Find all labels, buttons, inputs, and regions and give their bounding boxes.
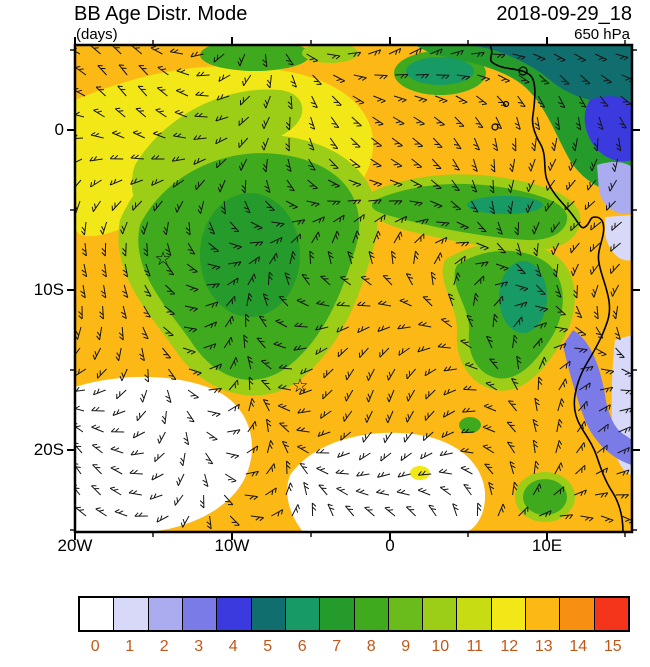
contour-teal-top-blob: [406, 57, 474, 85]
colorbar-tick-label: 6: [297, 638, 307, 655]
x-axis-label-0: 0: [385, 536, 395, 555]
colorbar-tick-label: 4: [228, 638, 238, 655]
colorbar-cell: [560, 598, 595, 630]
colorbar-cell: [148, 598, 183, 630]
contour-purple-e: [597, 161, 632, 214]
colorbar-tick-label: 5: [263, 638, 273, 655]
star-marker-1: ☆: [154, 249, 171, 270]
colorbar-cell: [285, 598, 321, 630]
colorbar-tick-label: 12: [500, 638, 519, 655]
wind-barbs: [75, 45, 632, 530]
colorbar-tick-label: 9: [401, 638, 411, 655]
contour-purple-coast-streak: [563, 330, 632, 465]
colorbar-cell: [80, 598, 115, 630]
y-axis-label-0: 0: [54, 120, 64, 139]
colorbar-tick-label: 8: [366, 638, 376, 655]
contour-green-se: [523, 479, 567, 515]
x-axis-label-20w: 20W: [57, 536, 93, 555]
x-axis-label-10e: 10E: [531, 536, 563, 555]
colorbar-cell: [320, 598, 355, 630]
colorbar-cell: [182, 598, 218, 630]
colorbar-cell: [354, 598, 389, 630]
colorbar-cell: [388, 598, 424, 630]
island-principe: [502, 100, 510, 108]
contour-teal-ne: [470, 45, 632, 103]
datetime-label: 2018-09-29_18: [496, 3, 632, 25]
colorbar-cell: [217, 598, 252, 630]
colorbar-tick-label: 14: [569, 638, 588, 655]
y-axis-label-20s: 20S: [33, 440, 64, 459]
contour-green-dot-south: [459, 417, 481, 433]
contour-teal-band-core: [467, 196, 543, 214]
contour-seagreen-comma-core: [499, 261, 547, 333]
x-axis-label-10w: 10W: [214, 536, 250, 555]
colorbar: [78, 596, 630, 632]
colorbar-cell: [526, 598, 561, 630]
contour-darkgreen-wedge-core: [200, 193, 300, 317]
contour-white-south: [287, 432, 486, 532]
colorbar-cell: [251, 598, 286, 630]
star-marker-2: ☆: [291, 376, 308, 397]
page-title: BB Age Distr. Mode: [74, 3, 248, 25]
colorbar-cell: [423, 598, 458, 630]
colorbar-tick-label: 11: [466, 638, 484, 655]
y-axis-label-10s: 10S: [33, 280, 64, 299]
colorbar-tick-label: 3: [194, 638, 204, 655]
colorbar-tick-label: 0: [90, 638, 100, 655]
colorbar-tick-label: 15: [603, 638, 622, 655]
colorbar-cell: [594, 598, 628, 630]
colorbar-labels: 0 1 2 3 4 5 6 7 8 9 10 11 12 13 14 15: [78, 638, 630, 656]
island-bioko: [518, 66, 528, 76]
colorbar-cell: [114, 598, 149, 630]
colorbar-cell: [491, 598, 527, 630]
units-label: (days): [76, 26, 118, 43]
colorbar-tick-label: 2: [159, 638, 169, 655]
station-markers: ☆ ☆: [154, 249, 308, 397]
map-frame: [67, 37, 640, 540]
contour-green-top-strip: [200, 45, 310, 71]
map-area: ☆ ☆: [67, 37, 640, 540]
colorbar-cells: [80, 598, 628, 630]
level-label: 650 hPa: [574, 26, 630, 43]
colorbar-cell: [457, 598, 492, 630]
colorbar-tick-label: 1: [125, 638, 135, 655]
colorbar-tick-label: 7: [332, 638, 342, 655]
colorbar-tick-label: 13: [534, 638, 553, 655]
colorbar-tick-label: 10: [431, 638, 450, 655]
